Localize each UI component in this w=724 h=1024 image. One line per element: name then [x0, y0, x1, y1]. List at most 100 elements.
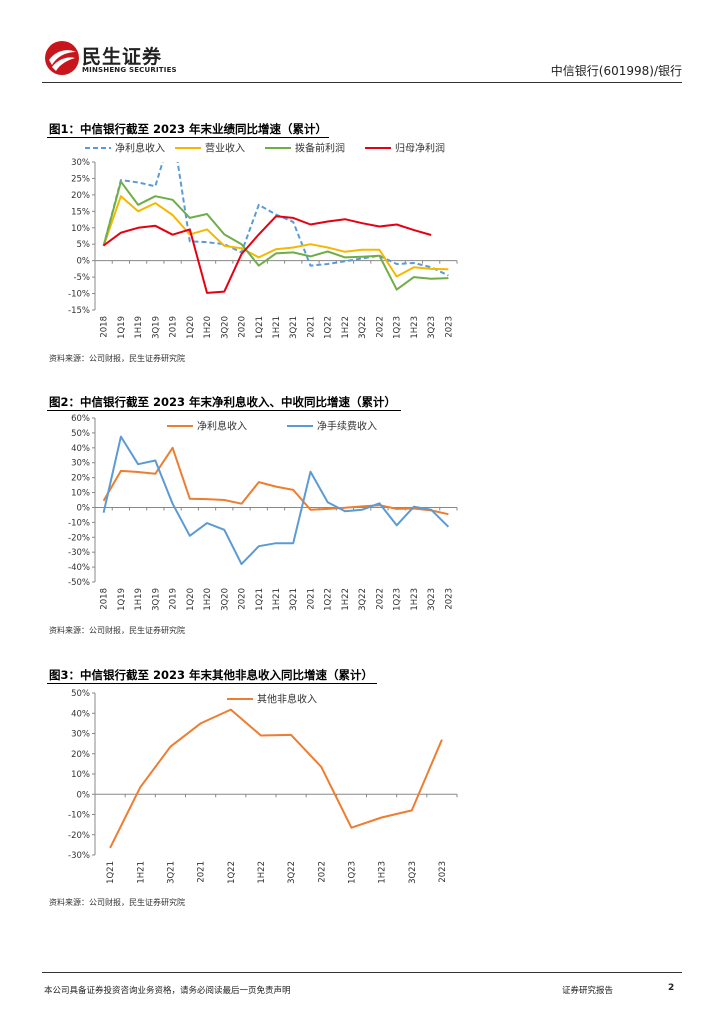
series-line-1: [102, 435, 450, 566]
figure-2-source: 资料来源：公司财报，民生证券研究院: [49, 626, 185, 635]
x-tick-label: 1H19: [134, 316, 144, 339]
x-tick-label: 3Q23: [408, 861, 418, 884]
document-title: 中信银行(601998)/银行: [550, 64, 682, 78]
y-tick-label: 40%: [71, 709, 90, 719]
footer-disclaimer: 本公司具备证券投资咨询业务资格，请务必阅读最后一页免责声明: [44, 986, 291, 996]
x-tick-label: 2018: [100, 316, 110, 338]
x-tick-label: 1H23: [410, 588, 420, 611]
x-tick-label: 3Q21: [289, 316, 299, 339]
x-tick-label: 1H21: [272, 316, 282, 339]
figure-2-title: 图2：中信银行截至 2023 年末净利息收入、中收同比增速（累计）: [49, 395, 397, 409]
y-tick-label: 0%: [77, 503, 91, 513]
legend-label: 其他非息收入: [257, 693, 317, 706]
y-tick-label: 0%: [77, 257, 91, 267]
y-tick-label: -5%: [73, 273, 90, 283]
figure-3-title-rule: [47, 683, 377, 684]
header-divider: [42, 82, 682, 83]
figure-1-source: 资料来源：公司财报，民生证券研究院: [49, 354, 185, 363]
x-tick-label: 3Q21: [166, 861, 176, 884]
series-line-3: [103, 215, 432, 294]
x-tick-label: 3Q23: [427, 316, 437, 339]
y-tick-label: 15%: [71, 207, 90, 217]
x-tick-label: 1Q23: [347, 861, 357, 884]
x-tick-label: 2021: [306, 588, 316, 610]
x-tick-label: 3Q20: [220, 588, 230, 611]
y-tick-label: 30%: [71, 459, 90, 469]
x-tick-label: 2022: [375, 316, 385, 338]
series-line-1: [102, 195, 449, 278]
y-tick-label: 30%: [71, 730, 90, 740]
x-tick-label: 2021: [306, 316, 316, 338]
y-tick-label: 10%: [71, 489, 90, 499]
x-tick-label: 1Q23: [393, 316, 403, 339]
figure-3-chart: 50% 40% 30% 20% 10% 0% -10% -20% -30% 1Q21 1H21 3Q2…: [68, 689, 458, 884]
series-line-0: [102, 446, 449, 516]
x-tick-label: 3Q23: [427, 588, 437, 611]
x-tick-label: 2022: [317, 861, 327, 883]
figure-3-source: 资料来源：公司财报，民生证券研究院: [49, 898, 185, 907]
x-tick-label: 1H21: [136, 861, 146, 884]
x-tick-label: 2023: [444, 316, 454, 338]
y-tick-label: -20%: [68, 831, 90, 841]
legend-label: 净手续费收入: [317, 420, 377, 433]
series-line-0: [109, 708, 443, 849]
y-tick-label: 10%: [71, 224, 90, 234]
x-tick-label: 1Q22: [324, 316, 334, 339]
x-tick-label: 2021: [197, 861, 207, 883]
y-tick-label: 5%: [77, 240, 91, 250]
x-tick-label: 1Q21: [255, 316, 265, 339]
x-tick-label: 2023: [438, 861, 448, 883]
figure-1-title: 图1：中信银行截至 2023 年末业绩同比增速（累计）: [49, 122, 328, 136]
y-tick-label: 30%: [71, 158, 90, 168]
x-tick-label: 1H22: [257, 861, 267, 884]
x-tick-label: 3Q22: [358, 588, 368, 611]
y-tick-label: 20%: [71, 474, 90, 484]
legend-label: 净利息收入: [115, 142, 165, 155]
logo-english-name: MINSHENG SECURITIES: [82, 66, 177, 74]
x-tick-label: 3Q19: [151, 316, 161, 339]
legend-label: 拨备前利润: [295, 142, 345, 155]
y-tick-label: -10%: [68, 290, 90, 300]
logo-chinese-name: 民生证券: [82, 46, 163, 68]
figure-2-chart: 60% 50% 40% 30% 20% 10% 0% -10% -20% -30% -40% -50%…: [68, 414, 458, 611]
figure-1-chart: 30% 25% 20% 15% 10% 5% 0% -5% -10% -15% 2018 1Q19 1H…: [68, 142, 458, 339]
x-tick-label: 1H23: [378, 861, 388, 884]
minsheng-logo-mark-icon: [45, 41, 79, 75]
x-tick-label: 1H22: [341, 316, 351, 339]
x-tick-label: 2023: [444, 588, 454, 610]
legend-label: 营业收入: [205, 142, 245, 155]
x-tick-label: 2018: [100, 588, 110, 610]
y-tick-label: 60%: [71, 414, 90, 424]
x-tick-label: 1Q20: [186, 316, 196, 339]
y-tick-label: -15%: [68, 306, 90, 316]
legend-label: 归母净利润: [395, 142, 445, 155]
legend-label: 净利息收入: [197, 420, 247, 433]
y-tick-label: -10%: [68, 518, 90, 528]
y-tick-label: 50%: [71, 429, 90, 439]
y-tick-label: 0%: [77, 790, 91, 800]
footer-divider: [42, 972, 682, 973]
x-tick-label: 1Q19: [117, 588, 127, 611]
y-tick-label: 25%: [71, 174, 90, 184]
x-tick-label: 3Q20: [220, 316, 230, 339]
y-tick-label: -10%: [68, 811, 90, 821]
figure-3-title: 图3：中信银行截至 2023 年末其他非息收入同比增速（累计）: [49, 668, 374, 682]
x-tick-label: 1Q22: [227, 861, 237, 884]
x-tick-label: 1H20: [203, 588, 213, 611]
y-tick-label: 20%: [71, 750, 90, 760]
x-tick-label: 1Q23: [393, 588, 403, 611]
y-tick-label: 50%: [71, 689, 90, 699]
figure-1-title-rule: [47, 137, 329, 138]
x-tick-label: 1Q21: [255, 588, 265, 611]
x-tick-label: 2020: [238, 316, 248, 338]
y-tick-label: -20%: [68, 533, 90, 543]
x-tick-label: 3Q22: [287, 861, 297, 884]
x-tick-label: 2019: [169, 316, 179, 338]
footer-report-type: 证券研究报告: [562, 986, 614, 996]
y-tick-label: -40%: [68, 563, 90, 573]
y-tick-label: -30%: [68, 548, 90, 558]
x-tick-label: 3Q21: [289, 588, 299, 611]
x-tick-label: 1H23: [410, 316, 420, 339]
x-tick-label: 1H22: [341, 588, 351, 611]
x-tick-label: 1H19: [134, 588, 144, 611]
